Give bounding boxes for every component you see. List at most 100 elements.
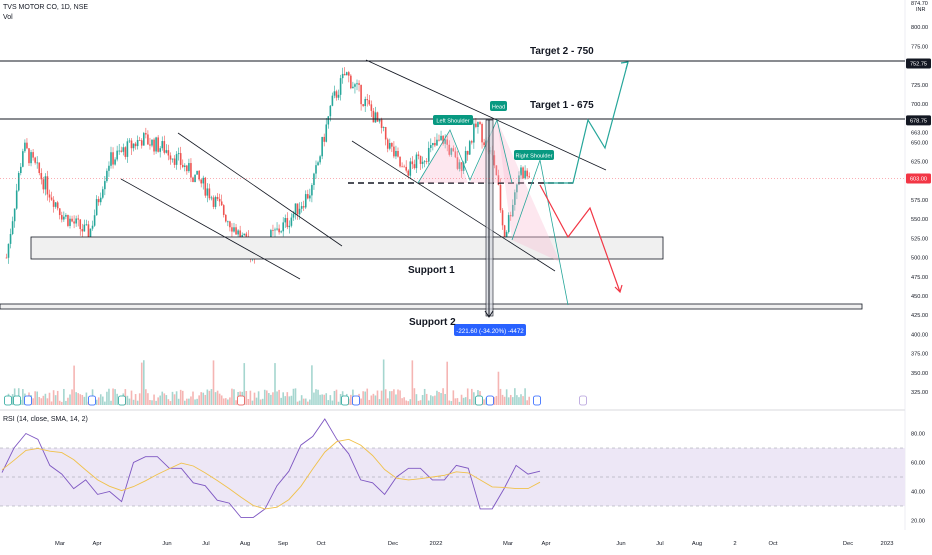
volume-bar	[130, 390, 133, 405]
price-badge	[906, 173, 931, 184]
volume-bar	[292, 388, 295, 405]
volume-bar	[169, 401, 172, 405]
rsi-axis[interactable]: 20.00 40.00 60.00 80.00	[911, 432, 925, 525]
candle-body	[218, 198, 221, 202]
event-marker[interactable]	[341, 395, 349, 406]
candle-body	[477, 122, 479, 127]
volume-bar	[335, 389, 338, 405]
candle-body	[9, 234, 12, 244]
volume-bar	[194, 399, 196, 405]
candle-body	[165, 150, 168, 153]
time-tick-label: Oct	[316, 541, 325, 547]
candle-body	[325, 124, 328, 142]
volume-bar	[528, 396, 530, 405]
trendline-lower-1[interactable]	[120, 178, 301, 280]
event-marker[interactable]	[533, 395, 541, 406]
candle-body	[329, 105, 332, 117]
volume-bar	[69, 394, 71, 405]
candle-body	[206, 188, 209, 196]
volume-bar	[411, 360, 414, 405]
volume-bar	[63, 388, 65, 405]
event-markers[interactable]	[4, 395, 587, 406]
volume-bar	[153, 394, 155, 405]
volume-bar	[460, 394, 463, 405]
time-axis[interactable]: Mar Apr Jun Jul Aug Sep Oct Dec 2022 Mar Apr Jun Jul…	[55, 541, 893, 547]
event-marker[interactable]	[118, 395, 126, 406]
candle-body	[108, 165, 110, 171]
volume-bar	[306, 401, 309, 405]
volume-bar	[290, 395, 293, 405]
candle-body	[456, 157, 459, 169]
volume-bar	[362, 391, 364, 405]
candle-body	[71, 218, 73, 222]
time-tick-label: Aug	[240, 541, 250, 547]
candle-body	[317, 162, 319, 166]
volume-bar	[518, 397, 520, 405]
support2-zone[interactable]	[0, 303, 863, 310]
candle-body	[493, 155, 496, 166]
bearish-path[interactable]	[539, 184, 621, 293]
volume-bar	[40, 398, 43, 405]
event-marker[interactable]	[13, 395, 21, 406]
candle-body	[411, 161, 414, 165]
candle-body	[85, 224, 88, 226]
candle-body	[376, 112, 379, 122]
event-marker[interactable]	[4, 395, 12, 406]
event-marker[interactable]	[88, 395, 96, 406]
volume-bar	[511, 397, 514, 405]
volume-bar	[466, 388, 469, 405]
volume-bar	[409, 399, 412, 405]
candle-body	[104, 181, 106, 190]
candle-body	[149, 144, 151, 146]
trendline-upper-1[interactable]	[177, 132, 343, 247]
volume-bar	[319, 394, 321, 405]
left-shoulder-badge	[433, 115, 473, 125]
candle-body	[409, 161, 412, 176]
volume-bar	[399, 390, 401, 405]
candle-body	[110, 152, 112, 166]
event-marker[interactable]	[486, 395, 494, 406]
candle-body	[50, 197, 53, 200]
candle-body	[315, 165, 317, 174]
volume-bar	[11, 394, 14, 405]
volume-bar	[188, 398, 190, 405]
target1-label: Target 1 - 675	[530, 100, 594, 111]
candle-body	[188, 163, 190, 172]
candle-body	[106, 170, 108, 182]
candle-body	[114, 159, 116, 165]
channel-lower[interactable]	[351, 140, 556, 272]
volume-bar	[520, 394, 522, 405]
rsi-ma-line	[1, 438, 541, 510]
measure-text: -221.60 (-34.20%) -4472	[456, 328, 524, 335]
event-marker[interactable]	[352, 395, 360, 406]
candle-body	[44, 176, 47, 190]
channel-upper[interactable]	[365, 59, 607, 171]
volume-bar	[196, 398, 198, 405]
candle-body	[7, 243, 10, 258]
bullish-path[interactable]	[545, 61, 629, 184]
volume-bar	[224, 398, 227, 405]
candle-body	[434, 142, 436, 146]
candle-body	[448, 144, 451, 155]
event-marker[interactable]	[237, 395, 245, 406]
price-axis[interactable]: 325.00 350.00 375.00 400.00 425.00 450.00 475.…	[0, 25, 931, 396]
volume-bar	[229, 397, 231, 405]
candle-body	[233, 227, 235, 232]
event-marker[interactable]	[579, 395, 587, 406]
candle-body	[526, 170, 528, 177]
volume-bar	[331, 400, 334, 405]
support1-zone[interactable]	[30, 236, 664, 260]
candle-body	[196, 170, 198, 175]
candle-body	[28, 148, 30, 164]
candle-body	[516, 184, 518, 193]
volume-bar	[192, 391, 194, 405]
candle-body	[333, 91, 336, 96]
candle-body	[231, 227, 233, 232]
event-marker[interactable]	[24, 395, 32, 406]
event-marker[interactable]	[475, 395, 483, 406]
candle-body	[290, 217, 293, 226]
volume-bar	[231, 388, 233, 405]
candle-body	[179, 153, 182, 165]
candle-body	[405, 166, 407, 171]
